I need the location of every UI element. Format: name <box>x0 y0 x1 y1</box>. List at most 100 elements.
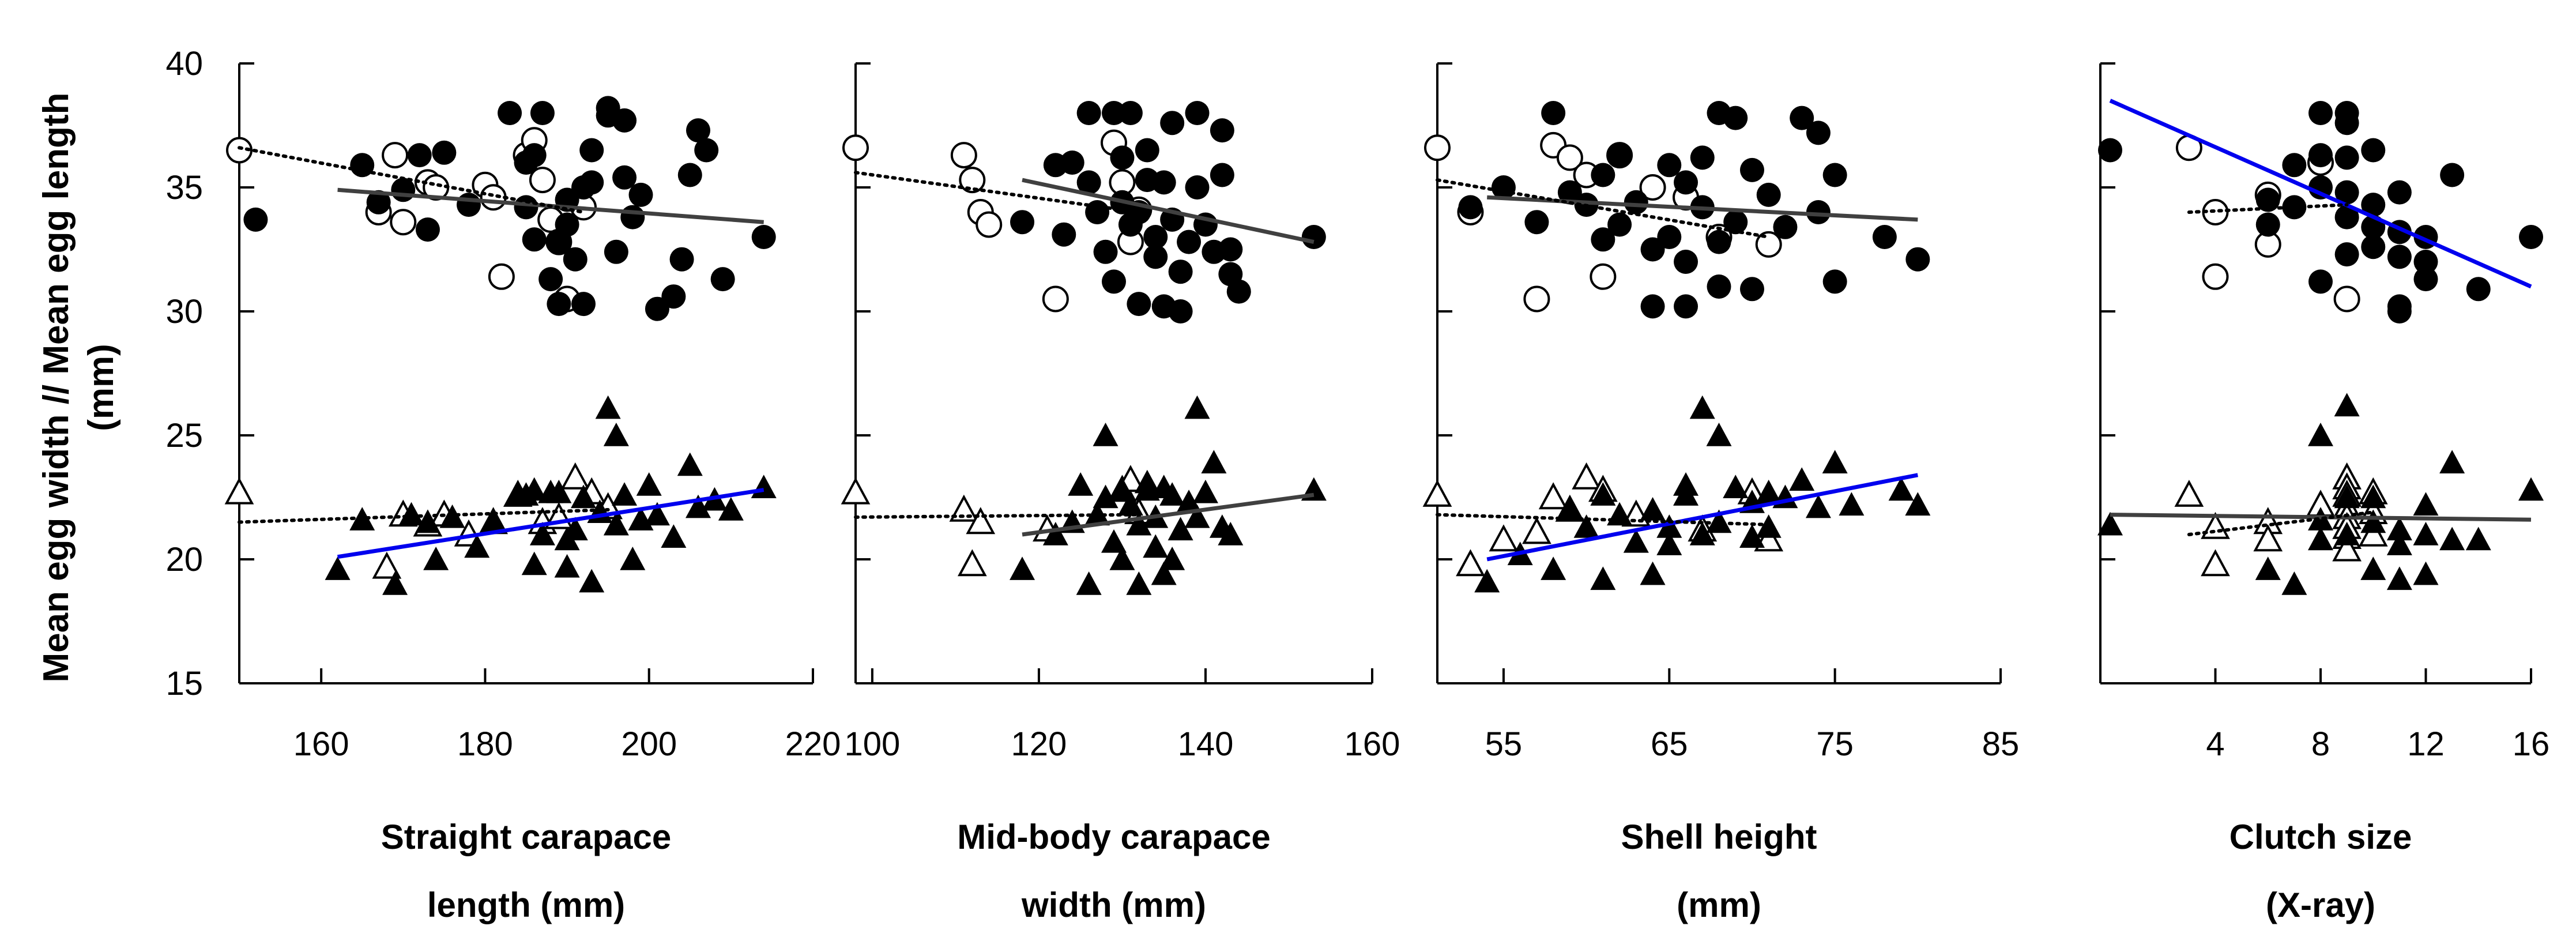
data-point-length-filled <box>1707 229 1731 254</box>
data-point-length-filled <box>1151 170 1176 195</box>
data-point-width-filled <box>1109 477 1135 501</box>
data-point-length-filled <box>694 138 719 163</box>
data-point-width-open <box>2253 524 2283 552</box>
data-point-width-filled <box>546 479 572 503</box>
data-point-width-open <box>2201 549 2230 577</box>
data-point-width-filled <box>521 477 547 501</box>
x-tick-label: 100 <box>845 725 901 763</box>
data-point-length-filled <box>538 267 563 292</box>
data-point-width-filled <box>2097 511 2123 536</box>
data-point-length-open <box>1590 263 1617 290</box>
data-point-length-open <box>1755 231 1782 258</box>
data-point-width-filled <box>2334 484 2360 509</box>
data-point-width-filled <box>1689 522 1715 545</box>
data-point-width-filled <box>382 571 408 595</box>
data-point-length-filled <box>2308 269 2333 294</box>
data-point-width-open <box>957 549 987 577</box>
data-point-length-filled <box>1872 225 1897 249</box>
data-point-width-filled <box>1888 477 1914 501</box>
panel-straight-carapace-length: 160 180 200 220 Straight carapace length (mm) <box>224 62 841 924</box>
panels: 160 180 200 220 Straight carapace length (mm)… <box>224 62 2550 924</box>
data-point-width-filled <box>1573 514 1599 538</box>
data-point-width-open <box>1572 462 1601 490</box>
data-point-length-filled <box>1168 299 1193 323</box>
data-point-width-filled <box>1184 395 1210 419</box>
data-point-width-filled <box>1076 571 1102 595</box>
x-axis-label-line-2: length (mm) <box>427 886 625 924</box>
x-tick-label: 220 <box>785 725 841 763</box>
data-point-length-filled <box>457 193 481 217</box>
data-point-length-filled <box>1773 215 1798 239</box>
data-point-length-filled <box>751 225 776 249</box>
data-point-length-filled <box>1076 101 1101 125</box>
data-point-width-filled <box>1656 514 1682 538</box>
data-point-width-filled <box>1117 492 1143 516</box>
data-point-length-filled <box>1905 247 1930 272</box>
data-point-width-filled <box>612 482 638 506</box>
data-point-length-filled <box>1557 180 1582 205</box>
x-axis-label-line-2: width (mm) <box>1021 886 1206 924</box>
data-point-width-filled <box>2308 423 2333 446</box>
data-point-width-open <box>372 551 402 579</box>
data-point-width-filled <box>1218 522 1244 545</box>
data-point-length-filled <box>522 227 547 252</box>
data-point-length-open <box>1523 285 1550 313</box>
x-tick-label: 8 <box>2311 725 2330 763</box>
data-point-length-filled <box>1591 163 1615 187</box>
data-point-width-filled <box>325 556 351 580</box>
data-point-width-filled <box>464 534 490 558</box>
data-point-length-filled <box>1723 210 1748 235</box>
data-point-width-filled <box>661 524 687 548</box>
fit-line-width-filled <box>1486 473 1918 562</box>
y-tick-label: 35 <box>165 169 203 206</box>
data-point-width-filled <box>1739 524 1765 548</box>
data-point-width-filled <box>398 502 424 526</box>
data-point-width-filled <box>1673 472 1699 496</box>
data-point-width-open <box>224 477 254 505</box>
data-point-length-filled <box>1524 210 1549 235</box>
y-tick-label: 25 <box>165 417 203 454</box>
data-point-length-filled <box>1185 175 1210 200</box>
data-point-length-filled <box>1143 244 1168 269</box>
data-point-width-filled <box>2518 477 2544 501</box>
x-tick-label: 160 <box>1345 725 1400 763</box>
data-point-width-filled <box>1068 472 1094 496</box>
data-point-length-filled <box>1177 229 1202 254</box>
data-point-width-filled <box>415 509 440 533</box>
fit-line-length-filled <box>2109 99 2532 289</box>
data-point-length-filled <box>1160 111 1185 136</box>
data-point-length-open <box>950 142 977 169</box>
data-point-length-filled <box>710 267 735 292</box>
data-point-width-filled <box>2413 561 2439 585</box>
x-tick-label: 12 <box>2407 725 2445 763</box>
y-axis-label-line-1: Mean egg width // Mean egg length <box>36 92 76 682</box>
x-axis-label-line-2: (mm) <box>1677 886 1761 924</box>
data-point-length-filled <box>2334 145 2359 170</box>
data-point-length-filled <box>415 217 440 242</box>
data-point-length-filled <box>1226 279 1251 304</box>
data-point-length-filled <box>2387 180 2412 205</box>
fit-line-width-filled <box>1022 492 1315 537</box>
data-point-width-open <box>560 462 590 490</box>
data-point-length-filled <box>1607 143 1632 168</box>
data-point-width-filled <box>1541 556 1566 580</box>
data-point-length-filled <box>530 101 555 125</box>
data-point-length-filled <box>1168 259 1193 284</box>
data-point-width-filled <box>1159 482 1185 506</box>
data-point-length-filled <box>1806 200 1831 224</box>
fit-line-width-open <box>238 508 610 524</box>
data-point-width-filled <box>579 569 605 593</box>
x-tick-label: 16 <box>2513 725 2550 763</box>
data-point-width-filled <box>1706 509 1732 533</box>
data-point-width-filled <box>1168 517 1193 541</box>
data-point-length-filled <box>2308 143 2333 168</box>
data-point-length-filled <box>407 143 432 168</box>
data-point-length-filled <box>1301 225 1326 249</box>
data-point-width-filled <box>423 547 449 570</box>
fit-line-width-open <box>2187 510 2375 536</box>
data-point-length-filled <box>1707 274 1731 299</box>
data-point-length-filled <box>1657 225 1682 249</box>
data-point-width-filled <box>2386 517 2412 541</box>
data-point-length-filled <box>1624 190 1648 215</box>
data-point-width-filled <box>1010 556 1035 580</box>
